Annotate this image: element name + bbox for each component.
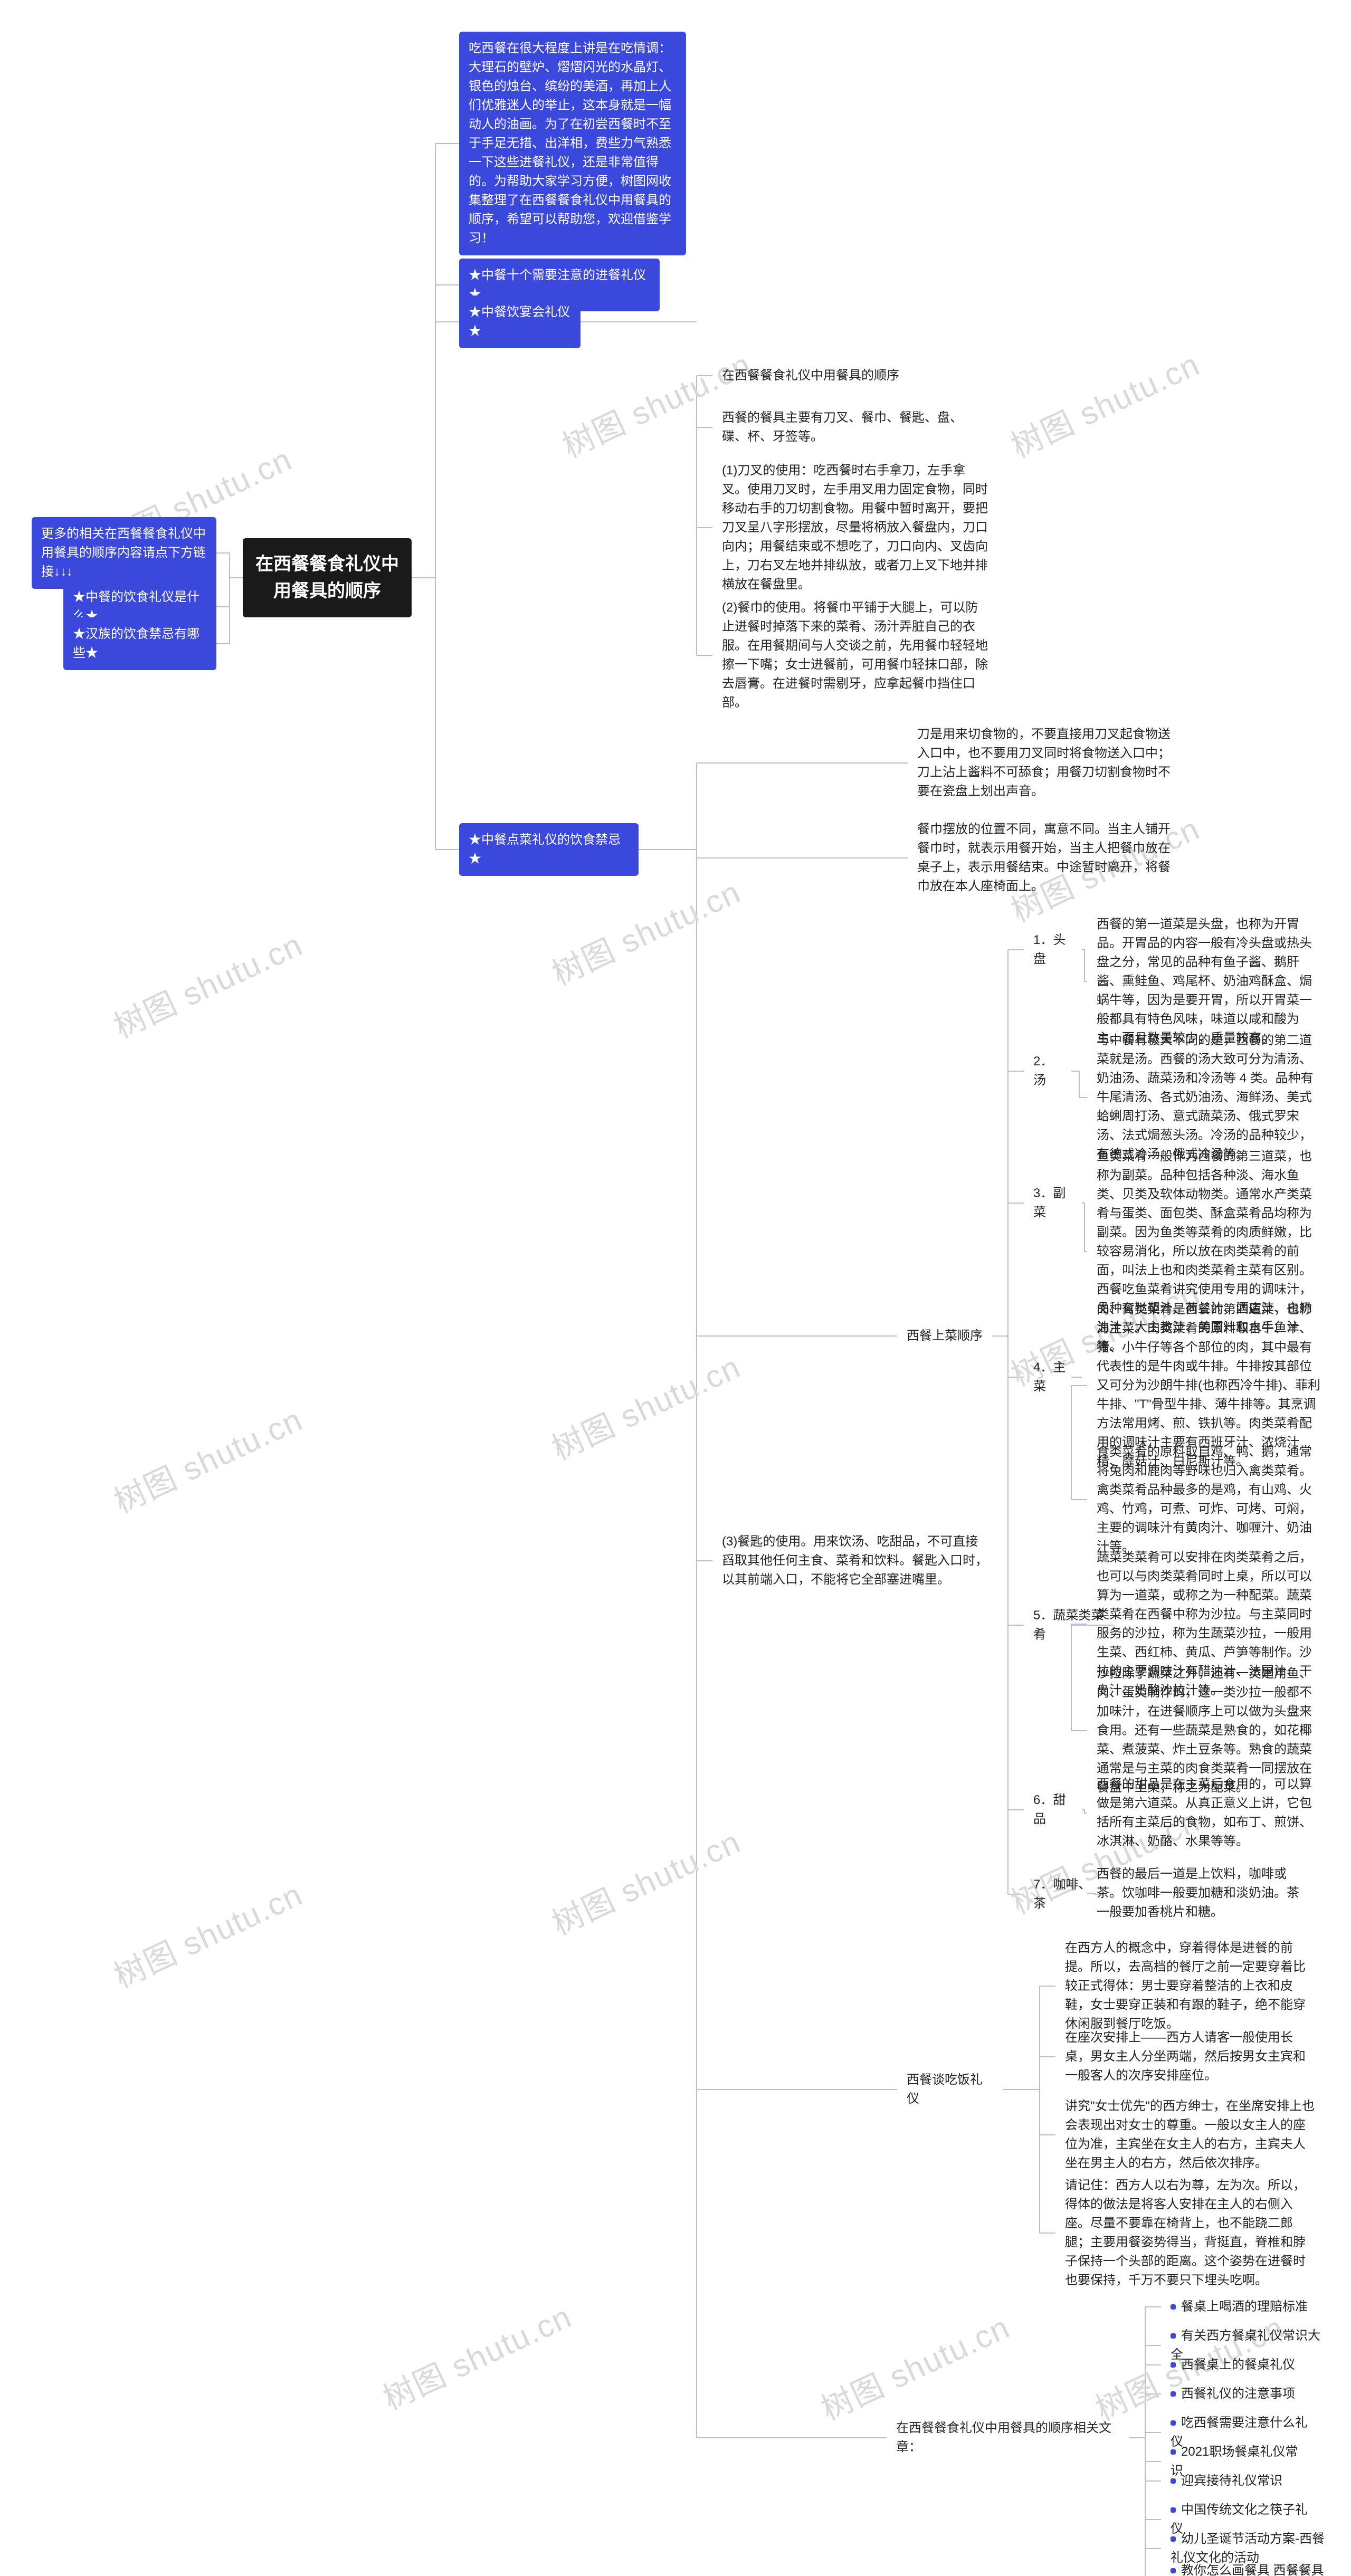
bullet-icon <box>1171 2449 1176 2455</box>
bullet-icon <box>1171 2304 1176 2310</box>
node-spoon_p: (3)餐匙的使用。用来饮汤、吃甜品，不可直接舀取其他任何主食、菜肴和饮料。餐匙入… <box>712 1525 997 1597</box>
node-root: 在西餐餐食礼仪中用餐具的顺序 <box>243 538 412 617</box>
node-c1_k: 1．头盘 <box>1024 923 1082 976</box>
watermark: 树图 shutu.cn <box>544 1342 747 1470</box>
node-c2_k: 2．汤 <box>1024 1045 1071 1098</box>
node-tool_p1: (1)刀叉的使用：吃西餐时右手拿刀，左手拿叉。使用刀叉时，左手用叉用力固定食物，… <box>712 454 997 602</box>
node-c4_k: 4．主菜 <box>1024 1351 1082 1404</box>
node-side2[interactable]: ★汉族的饮食禁忌有哪些★ <box>63 617 216 670</box>
connector <box>412 578 459 850</box>
connector <box>412 144 459 578</box>
bullet-label: 迎宾接待礼仪常识 <box>1181 2474 1282 2488</box>
node-taboo_p2: 餐巾摆放的位置不同，寓意不同。当主人铺开餐巾时，就表示用餐开始，当主人把餐巾放在… <box>908 813 1182 903</box>
node-c7_v: 西餐的最后一道是上饮料，咖啡或茶。饮咖啡一般要加糖和淡奶油。茶一般要加香桃片和糖… <box>1087 1857 1319 1929</box>
bullet-label: 西餐礼仪的注意事项 <box>1181 2387 1295 2401</box>
bullet-icon <box>1171 2362 1176 2368</box>
node-top2[interactable]: ★中餐饮宴会礼仪★ <box>459 295 581 348</box>
mindmap-canvas: 树图 shutu.cn 树图 shutu.cn 树图 shutu.cn 树图 shut… <box>0 0 1351 2576</box>
bullet-icon <box>1171 2391 1176 2397</box>
watermark: 树图 shutu.cn <box>106 1395 309 1522</box>
node-c6_v: 西餐的甜品是在主菜后食用的，可以算做是第六道菜。从真正意义上讲，它包括所有主菜后… <box>1087 1768 1330 1858</box>
watermark: 树图 shutu.cn <box>813 2302 1016 2430</box>
node-taboo_p1: 刀是用来切食物的，不要直接用刀叉起食物送入口中，也不要用刀叉同时将食物送入口中；… <box>908 718 1182 808</box>
watermark: 树图 shutu.cn <box>106 920 309 1047</box>
node-r10: 教你怎么画餐具 西餐餐具素描画教程分享 <box>1161 2554 1346 2576</box>
bullet-label: 西餐桌上的餐桌礼仪 <box>1181 2358 1295 2372</box>
node-tool_title: 在西餐餐食礼仪中用餐具的顺序 <box>712 359 987 393</box>
watermark: 树图 shutu.cn <box>375 2292 578 2419</box>
connector <box>216 553 243 578</box>
node-course_title: 西餐上菜顺序 <box>897 1319 992 1353</box>
connector <box>1082 950 1087 981</box>
connector <box>1082 1810 1087 1813</box>
node-tool_list: 西餐的餐具主要有刀叉、餐巾、餐匙、盘、碟、杯、牙签等。 <box>712 401 987 454</box>
node-d4: 请记住：西方人以右为尊，左为次。所以，得体的做法是将客人安排在主人的右侧入座。尽… <box>1055 2169 1325 2297</box>
connector <box>216 578 243 607</box>
bullet-icon <box>1171 2568 1176 2573</box>
watermark: 树图 shutu.cn <box>544 867 747 995</box>
bullet-icon <box>1171 2536 1176 2542</box>
node-c3_k: 3．副菜 <box>1024 1177 1082 1229</box>
connector <box>216 578 243 644</box>
bullet-icon <box>1171 2333 1176 2339</box>
node-more_links_header[interactable]: 更多的相关在西餐餐食礼仪中用餐具的顺序内容请点下方链接↓↓↓ <box>32 517 216 589</box>
connector <box>1071 1071 1087 1098</box>
bullet-icon <box>1171 2478 1176 2484</box>
connector <box>1082 1203 1087 1252</box>
node-c6_k: 6．甜品 <box>1024 1783 1082 1836</box>
watermark: 树图 shutu.cn <box>106 1869 309 1997</box>
node-tool_p2: (2)餐巾的使用。将餐巾平铺于大腿上，可以防止进餐时掉落下来的菜肴、汤汁弄脏自己… <box>712 591 997 720</box>
node-rel_title: 在西餐餐食礼仪中用餐具的顺序相关文章： <box>887 2411 1129 2464</box>
bullet-icon <box>1171 2507 1176 2513</box>
node-taboo_header[interactable]: ★中餐点菜礼仪的饮食禁忌★ <box>459 823 639 876</box>
node-d3: 讲究"女士优先"的西方绅士，在坐席安排上也会表现出对女士的尊重。一般以女主人的座… <box>1055 2090 1325 2180</box>
connector <box>412 285 459 578</box>
node-d2: 在座次安排上——西方人请客一般使用长桌，男女主人分坐两端，然后按男女主宾和一般客… <box>1055 2021 1325 2093</box>
bullet-icon <box>1171 2420 1176 2426</box>
node-dining_title: 西餐谈吃饭礼仪 <box>897 2063 1003 2116</box>
node-intro[interactable]: 吃西餐在很大程度上讲是在吃情调：大理石的壁炉、熠熠闪光的水晶灯、银色的烛台、缤纷… <box>459 32 686 255</box>
bullet-label: 教你怎么画餐具 西餐餐具素描画教程分享 <box>1171 2563 1324 2576</box>
connector <box>412 322 459 578</box>
watermark: 树图 shutu.cn <box>544 1817 747 1944</box>
watermark: 树图 shutu.cn <box>1003 339 1206 467</box>
bullet-label: 餐桌上喝酒的理赔标准 <box>1181 2300 1308 2314</box>
